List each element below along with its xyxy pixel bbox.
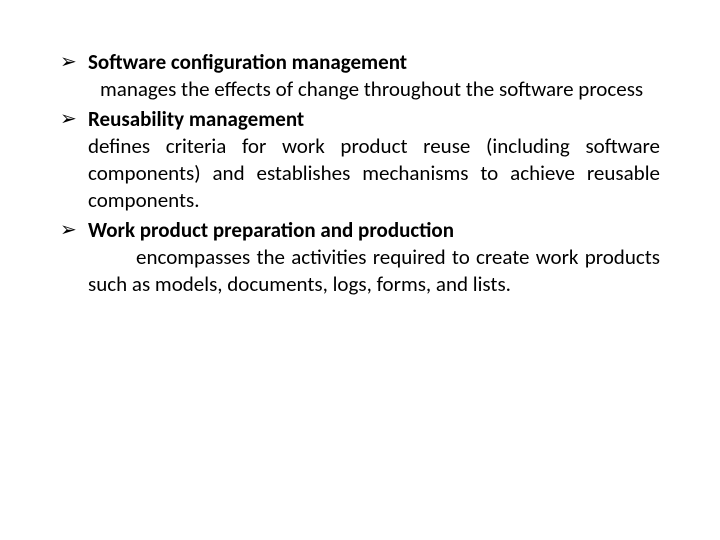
item-heading: Work product preparation and production xyxy=(88,216,454,244)
bullet-heading-row: ➢ Reusability management xyxy=(60,105,660,133)
list-item: ➢ Software configuration management mana… xyxy=(60,48,660,103)
item-heading: Reusability management xyxy=(88,105,304,133)
slide-page: ➢ Software configuration management mana… xyxy=(0,0,720,540)
bullet-heading-row: ➢ Software configuration management xyxy=(60,48,660,76)
item-body: defines criteria for work product reuse … xyxy=(88,133,660,214)
bullet-arrow-icon: ➢ xyxy=(60,105,88,133)
item-heading: Software configuration management xyxy=(88,48,407,76)
bullet-arrow-icon: ➢ xyxy=(60,216,88,244)
list-item: ➢ Work product preparation and productio… xyxy=(60,216,660,298)
item-body: manages the effects of change throughout… xyxy=(88,76,660,103)
bullet-arrow-icon: ➢ xyxy=(60,48,88,76)
item-body: encompasses the activities required to c… xyxy=(88,244,660,298)
list-item: ➢ Reusability management defines criteri… xyxy=(60,105,660,214)
bullet-heading-row: ➢ Work product preparation and productio… xyxy=(60,216,660,244)
